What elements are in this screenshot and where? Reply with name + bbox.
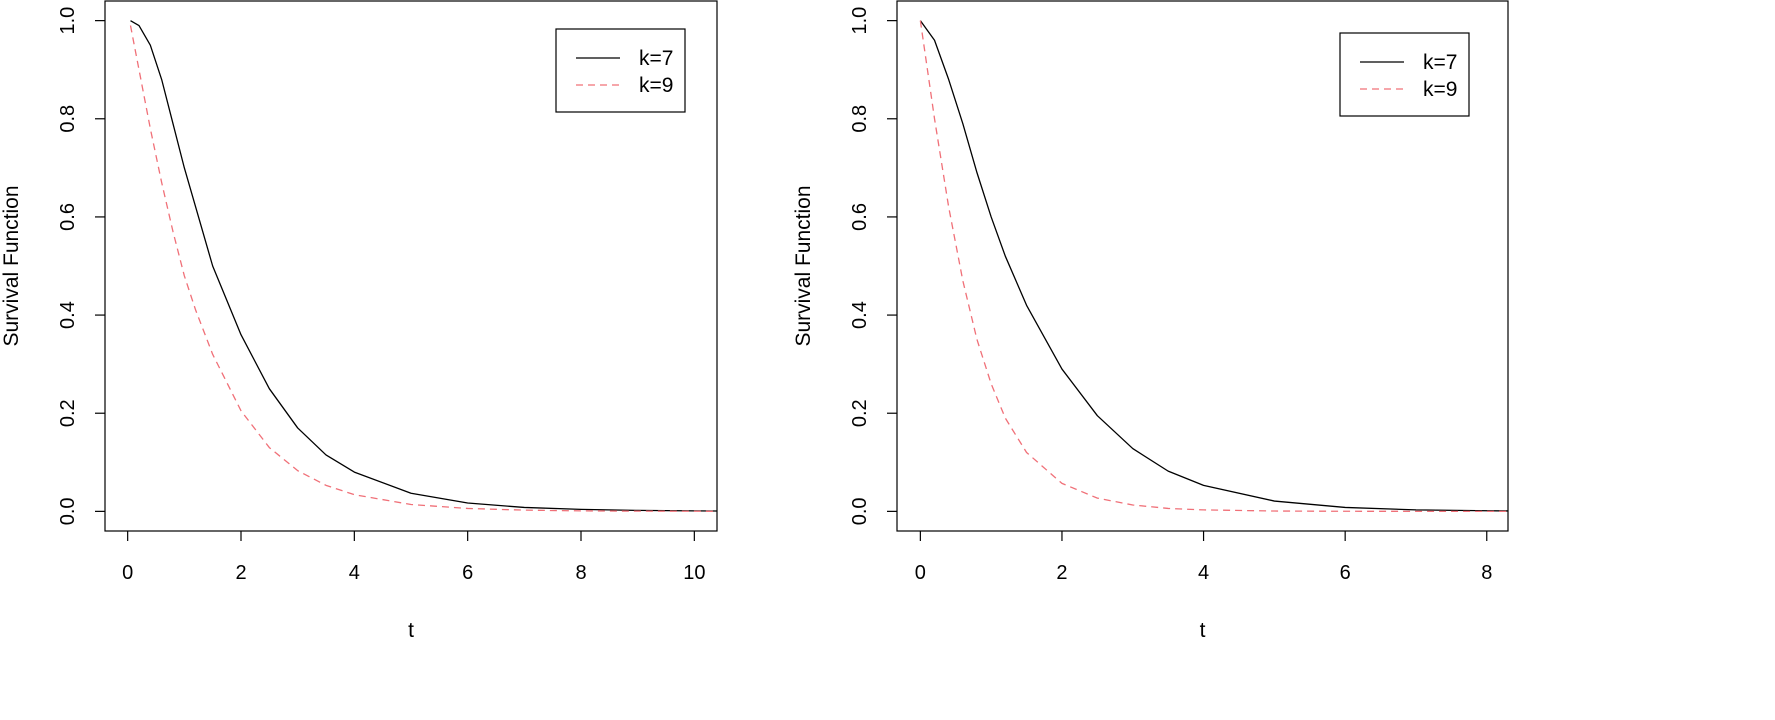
legend-box: [555, 28, 686, 113]
y-tick-label: 0.6: [849, 203, 871, 231]
x-tick-label: 6: [1340, 562, 1351, 584]
legend-label: k=7: [1423, 51, 1457, 74]
plot-frame: [896, 0, 1509, 532]
legend-label: k=9: [1423, 78, 1457, 101]
x-tick-label: 8: [575, 562, 586, 584]
x-tick-label: 6: [462, 562, 473, 584]
legend-box: [1339, 32, 1470, 117]
y-tick-label: 0.0: [849, 497, 871, 525]
y-tick-label: 1.0: [57, 7, 79, 35]
legend-label: k=9: [639, 74, 673, 97]
y-axis-title: Survival Function: [0, 185, 23, 346]
y-tick-label: 0.2: [57, 399, 79, 427]
y-tick-label: 0.4: [849, 301, 871, 329]
x-tick-label: 2: [235, 562, 246, 584]
chart-panel-1: 0 2 4 6 8 10 0.0 0.2 0.4 0.6 0.8 1.0 t Survival Funct…: [0, 0, 718, 642]
y-tick-label: 0.4: [57, 301, 79, 329]
y-tick-label: 0.6: [57, 203, 79, 231]
y-tick-label: 1.0: [849, 7, 871, 35]
x-tick-label: 4: [349, 562, 360, 584]
plot-frame: [104, 0, 718, 532]
y-tick-label: 0.0: [57, 497, 79, 525]
series-line-k7: [130, 20, 717, 512]
x-tick-label: 8: [1481, 562, 1492, 584]
x-tick-label: 10: [683, 562, 705, 584]
legend-label: k=7: [639, 47, 673, 70]
x-tick-label: 0: [915, 562, 926, 584]
series-line-k9: [919, 20, 1508, 513]
chart-panel-2: 0 2 4 6 8 0.0 0.2 0.4 0.6 0.8 1.0 t Survival Functio…: [792, 0, 1509, 642]
y-tick-label: 0.2: [849, 399, 871, 427]
x-axis-title: t: [1200, 619, 1206, 642]
x-tick-label: 4: [1198, 562, 1209, 584]
x-tick-label: 0: [122, 562, 133, 584]
x-axis-title: t: [408, 619, 414, 642]
y-tick-label: 0.8: [57, 105, 79, 133]
series-line-k9: [129, 25, 717, 512]
legend: k=7k=9: [555, 28, 686, 113]
y-axis-title: Survival Function: [792, 185, 815, 346]
legend: k=7k=9: [1339, 32, 1470, 117]
x-tick-label: 2: [1056, 562, 1067, 584]
y-tick-label: 0.8: [849, 105, 871, 133]
series-line-k7: [919, 20, 1508, 512]
